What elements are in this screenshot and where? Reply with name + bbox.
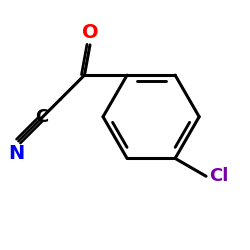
- Text: Cl: Cl: [209, 167, 228, 185]
- Text: N: N: [9, 144, 25, 163]
- Text: O: O: [82, 22, 98, 42]
- Text: C: C: [36, 108, 49, 126]
